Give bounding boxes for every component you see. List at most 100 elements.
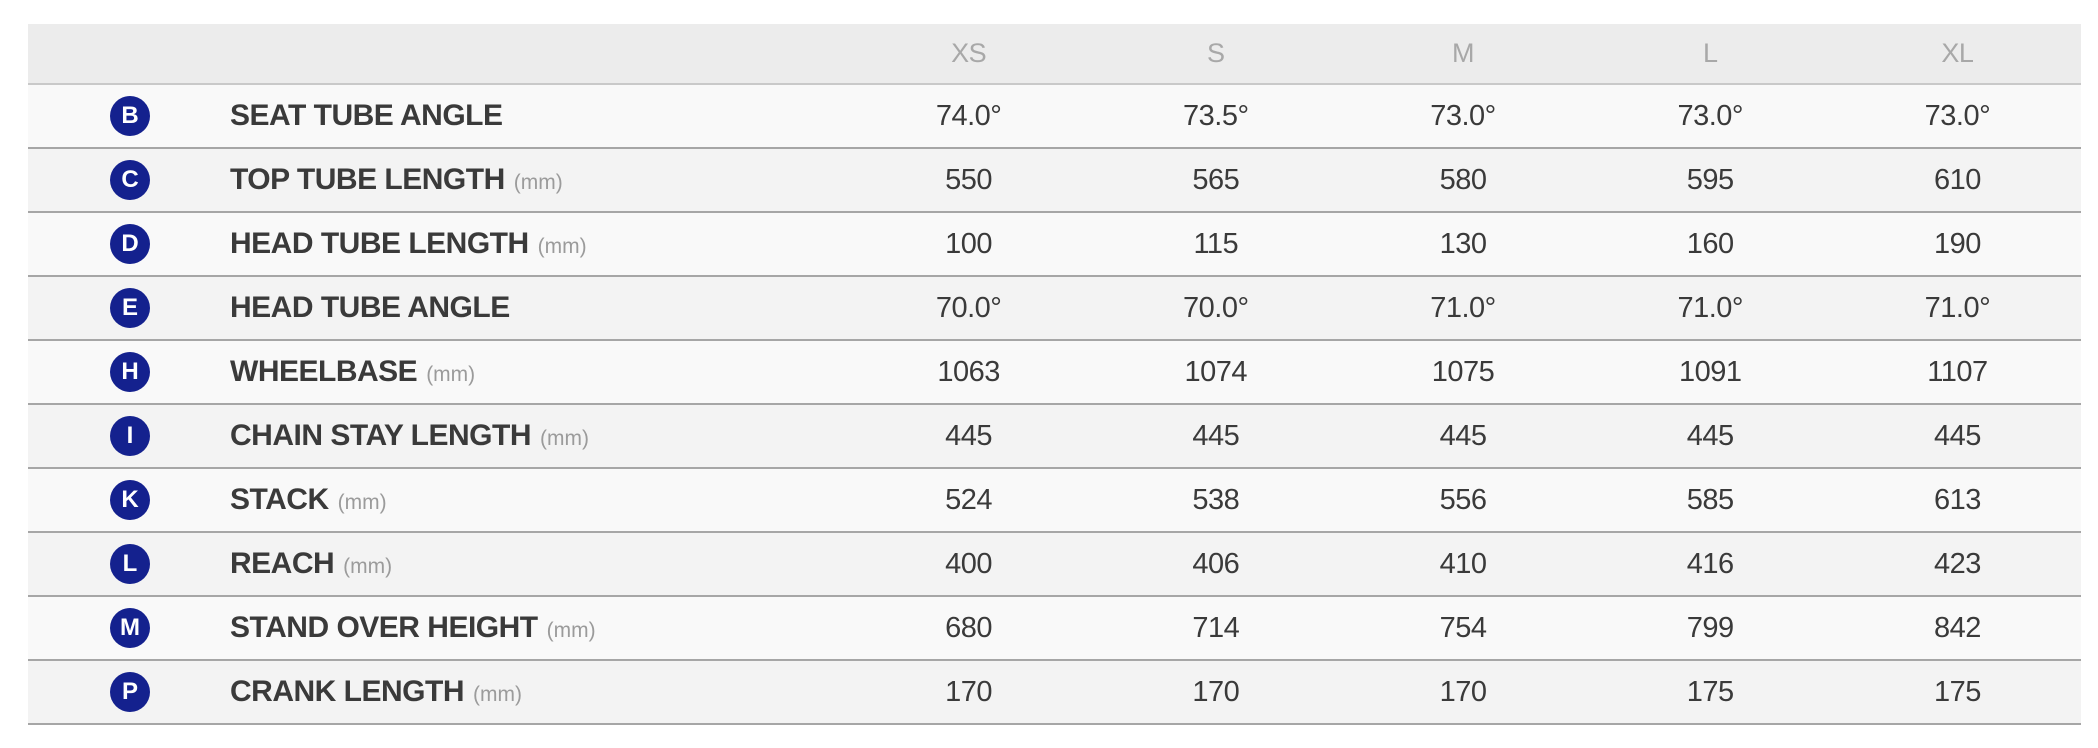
row-label-text: SEAT TUBE ANGLE <box>230 99 503 132</box>
column-header-s: S <box>1207 38 1225 68</box>
row-label: HEAD TUBE ANGLE <box>230 291 519 325</box>
row-label-text: CHAIN STAY LENGTH <box>230 419 531 452</box>
row-badge: B <box>110 96 150 136</box>
table-row-top-tube-length: C TOP TUBE LENGTH (mm) 550 565 580 595 61… <box>28 149 2081 213</box>
row-label: STACK (mm) <box>230 483 387 517</box>
row-unit: (mm) <box>473 683 522 706</box>
size-value: 160 <box>1686 227 1734 260</box>
size-value: 799 <box>1686 611 1734 644</box>
size-value: 1107 <box>1927 355 1988 388</box>
size-value: 170 <box>1192 675 1240 708</box>
row-label: STAND OVER HEIGHT (mm) <box>230 611 596 645</box>
size-value: 100 <box>945 227 993 260</box>
table-row-stand-over-height: M STAND OVER HEIGHT (mm) 680 714 754 799 … <box>28 597 2081 661</box>
size-value: 1075 <box>1431 355 1495 388</box>
size-value: 115 <box>1193 227 1239 260</box>
column-header-xl: XL <box>1941 38 1974 68</box>
row-unit: (mm) <box>426 363 476 386</box>
size-value: 1091 <box>1678 355 1742 388</box>
size-value: 71.0° <box>1677 291 1743 324</box>
size-value: 595 <box>1686 163 1734 196</box>
row-label-text: STAND OVER HEIGHT <box>230 611 538 644</box>
row-unit: (mm) <box>537 235 587 258</box>
row-badge: L <box>110 544 150 584</box>
size-value: 73.0° <box>1430 99 1496 132</box>
row-label-cell: K STACK (mm) <box>28 480 845 520</box>
row-label-text: TOP TUBE LENGTH <box>230 163 505 196</box>
size-value: 416 <box>1686 547 1734 580</box>
size-value: 175 <box>1933 675 1981 708</box>
size-value: 754 <box>1439 611 1487 644</box>
row-label: HEAD TUBE LENGTH (mm) <box>230 227 587 261</box>
row-label: WHEELBASE (mm) <box>230 355 475 389</box>
size-value: 585 <box>1686 483 1734 516</box>
size-value: 190 <box>1933 227 1981 260</box>
row-label-text: STACK <box>230 483 329 516</box>
size-value: 423 <box>1933 547 1981 580</box>
size-value: 550 <box>945 163 993 196</box>
size-value: 445 <box>1192 419 1240 452</box>
size-value: 130 <box>1439 227 1487 260</box>
row-badge: K <box>110 480 150 520</box>
table-row-reach: L REACH (mm) 400 406 410 416 423 <box>28 533 2081 597</box>
size-value: 565 <box>1192 163 1240 196</box>
table-row-stack: K STACK (mm) 524 538 556 585 613 <box>28 469 2081 533</box>
row-label-cell: H WHEELBASE (mm) <box>28 352 845 392</box>
size-value: 714 <box>1192 611 1240 644</box>
row-label-text: HEAD TUBE LENGTH <box>230 227 529 260</box>
column-header-xs: XS <box>951 38 987 68</box>
size-value: 613 <box>1933 483 1981 516</box>
size-value: 410 <box>1439 547 1487 580</box>
row-badge: H <box>110 352 150 392</box>
size-value: 445 <box>1439 419 1487 452</box>
size-value: 556 <box>1439 483 1487 516</box>
size-header-row: XS S M L XL <box>28 24 2081 85</box>
row-label-cell: C TOP TUBE LENGTH (mm) <box>28 160 845 200</box>
row-badge: D <box>110 224 150 264</box>
row-unit: (mm) <box>343 555 393 578</box>
row-label: TOP TUBE LENGTH (mm) <box>230 163 563 197</box>
row-label: REACH (mm) <box>230 547 392 581</box>
row-label-cell: M STAND OVER HEIGHT (mm) <box>28 608 845 648</box>
bike-geometry-table: XS S M L XL B SEAT TUBE ANGLE 74.0° 73.5… <box>28 24 2081 725</box>
table-row-head-tube-length: D HEAD TUBE LENGTH (mm) 100 115 130 160 1… <box>28 213 2081 277</box>
size-value: 400 <box>945 547 993 580</box>
size-value: 445 <box>1686 419 1734 452</box>
row-label-cell: I CHAIN STAY LENGTH (mm) <box>28 416 845 456</box>
row-badge: E <box>110 288 150 328</box>
size-value: 580 <box>1439 163 1487 196</box>
row-unit: (mm) <box>539 427 589 450</box>
row-unit: (mm) <box>337 491 387 514</box>
row-label-cell: D HEAD TUBE LENGTH (mm) <box>28 224 845 264</box>
row-label: CHAIN STAY LENGTH (mm) <box>230 419 589 453</box>
size-value: 406 <box>1192 547 1240 580</box>
size-value: 70.0° <box>1183 291 1249 324</box>
size-value: 71.0° <box>1430 291 1496 324</box>
size-value: 71.0° <box>1924 291 1991 324</box>
size-value: 680 <box>945 611 993 644</box>
table-row-seat-tube-angle: B SEAT TUBE ANGLE 74.0° 73.5° 73.0° 73.0… <box>28 85 2081 149</box>
size-value: 445 <box>1933 419 1981 452</box>
row-label: SEAT TUBE ANGLE <box>230 99 512 133</box>
row-label-text: REACH <box>230 547 335 580</box>
size-value: 524 <box>945 483 993 516</box>
row-badge: M <box>110 608 150 648</box>
size-value: 70.0° <box>935 291 1002 324</box>
size-value: 73.5° <box>1183 99 1249 132</box>
size-value: 1063 <box>937 355 1000 388</box>
size-value: 74.0° <box>935 99 1002 132</box>
size-value: 73.0° <box>1677 99 1743 132</box>
table-row-chain-stay-length: I CHAIN STAY LENGTH (mm) 445 445 445 445 … <box>28 405 2081 469</box>
row-badge: P <box>110 672 150 712</box>
row-unit: (mm) <box>513 171 563 194</box>
row-label-cell: B SEAT TUBE ANGLE <box>28 96 845 136</box>
row-label-cell: E HEAD TUBE ANGLE <box>28 288 845 328</box>
row-badge: I <box>110 416 150 456</box>
table-row-head-tube-angle: E HEAD TUBE ANGLE 70.0° 70.0° 71.0° 71.0… <box>28 277 2081 341</box>
row-label-text: HEAD TUBE ANGLE <box>230 291 510 324</box>
row-label-text: CRANK LENGTH <box>230 675 465 708</box>
column-header-m: M <box>1452 38 1475 68</box>
row-unit: (mm) <box>546 619 596 642</box>
size-value: 538 <box>1192 483 1240 516</box>
size-value: 445 <box>945 419 993 452</box>
